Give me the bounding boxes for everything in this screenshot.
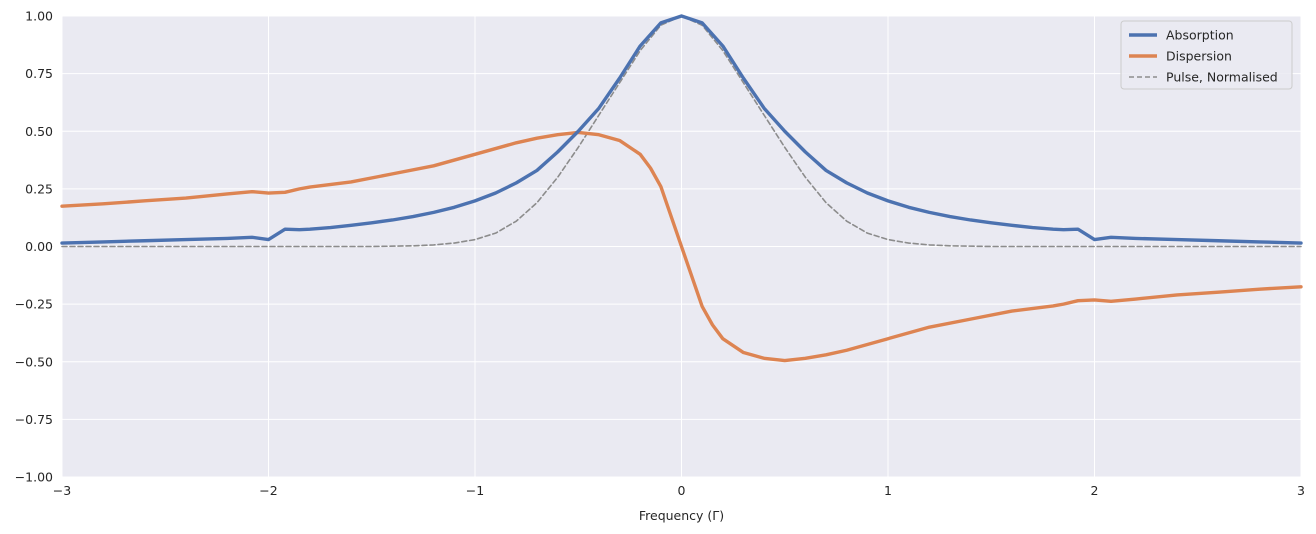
- legend-label: Pulse, Normalised: [1166, 70, 1278, 85]
- legend: Absorption Dispersion Pulse, Normalised: [1120, 20, 1293, 90]
- y-tick-label: 0.75: [25, 66, 53, 81]
- grid-lines: [61, 15, 1302, 478]
- legend-label: Absorption: [1166, 28, 1234, 43]
- y-tick-label: 1.00: [25, 9, 53, 24]
- x-tick-label: −3: [53, 483, 71, 498]
- y-tick-label: −0.25: [15, 297, 53, 312]
- y-tick-label: −1.00: [15, 470, 53, 485]
- y-tick-label: 0.25: [25, 181, 53, 196]
- x-tick-label: −1: [466, 483, 484, 498]
- series-line-pulse-normalised: [61, 15, 1302, 248]
- y-tick-label: 0.00: [25, 239, 53, 254]
- series-line-absorption: [60, 14, 1303, 245]
- legend-label: Dispersion: [1166, 49, 1232, 64]
- y-tick-label: −0.75: [15, 412, 53, 427]
- legend-box: [1120, 20, 1293, 90]
- x-tick-label: 0: [678, 483, 686, 498]
- x-tick-label: 1: [884, 483, 892, 498]
- series-layer: [60, 14, 1303, 363]
- x-tick-labels: −3 −2 −1 0 1 2 3: [53, 483, 1305, 498]
- y-tick-labels: −1.00 −0.75 −0.50 −0.25 0.00 0.25 0.50 0.75 1.00: [15, 9, 53, 485]
- series-line-dispersion: [60, 130, 1303, 363]
- y-tick-label: 0.50: [25, 124, 53, 139]
- x-tick-label: 2: [1091, 483, 1099, 498]
- x-tick-label: −2: [259, 483, 277, 498]
- y-tick-label: −0.50: [15, 354, 53, 369]
- x-axis-label: Frequency (Γ): [639, 508, 724, 523]
- x-tick-label: 3: [1297, 483, 1305, 498]
